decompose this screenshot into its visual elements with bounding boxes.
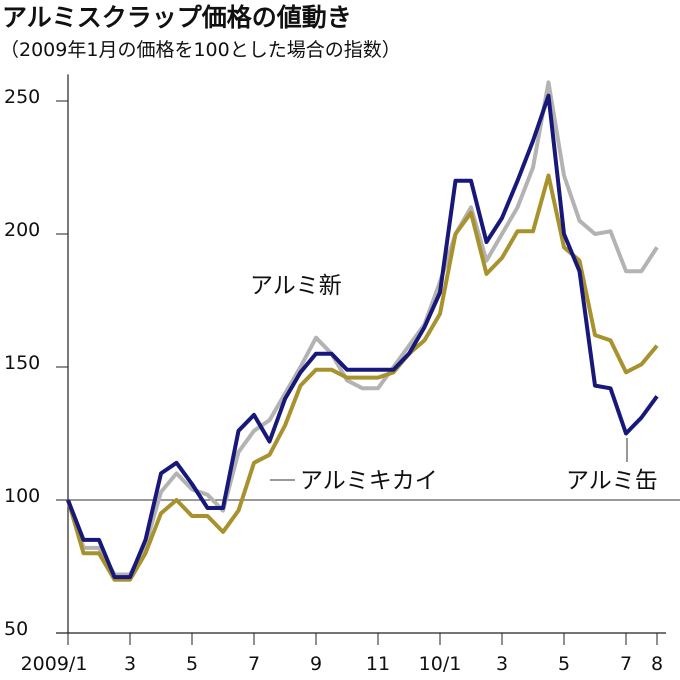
legend-label: アルミ新 (250, 273, 342, 299)
x-tick-label: 5 (186, 653, 198, 675)
y-tick-label: 50 (4, 618, 28, 640)
x-tick-label: 3 (496, 653, 508, 675)
legend-label: アルミキカイ (300, 468, 438, 494)
x-tick-label: 3 (124, 653, 136, 675)
x-tick-label: 11 (366, 653, 390, 675)
x-tick-label: 5 (558, 653, 570, 675)
y-tick-label: 150 (4, 352, 40, 374)
series-line (66, 173, 659, 582)
series-line (66, 80, 659, 577)
x-tick-label: 10/1 (419, 653, 462, 675)
x-tick-label: 8 (651, 653, 663, 675)
y-tick-label: 200 (4, 219, 40, 241)
chart-subtitle: （2009年1月の価格を100とした場合の指数） (0, 39, 401, 61)
x-tick-label: 2009/1 (21, 653, 88, 675)
y-tick-label: 100 (4, 485, 40, 507)
legend-label: アルミ缶 (566, 468, 658, 494)
x-tick-label: 9 (310, 653, 322, 675)
series-line (66, 93, 659, 580)
x-tick-label: 7 (620, 653, 632, 675)
chart-title: アルミスクラップ価格の値動き (2, 3, 352, 32)
x-tick-label: 7 (248, 653, 260, 675)
y-tick-label: 250 (4, 86, 40, 108)
